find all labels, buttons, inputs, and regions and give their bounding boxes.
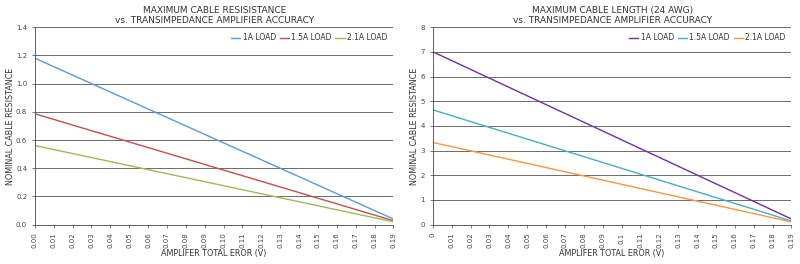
1.5A LOAD bbox=[250, 178, 259, 181]
2.1A LOAD bbox=[243, 189, 253, 192]
1.5A LOAD bbox=[31, 112, 41, 116]
Legend: 1A LOAD, 1.5A LOAD, 2.1A LOAD: 1A LOAD, 1.5A LOAD, 2.1A LOAD bbox=[627, 31, 788, 45]
1A LOAD bbox=[31, 57, 41, 60]
1A LOAD bbox=[642, 150, 651, 153]
Title: MAXIMUM CABLE RESISISTANCE
vs. TRANSIMPEDANCE AMPLIFIER ACCURACY: MAXIMUM CABLE RESISISTANCE vs. TRANSIMPE… bbox=[114, 6, 314, 25]
1.5A LOAD bbox=[332, 202, 342, 205]
2.1A LOAD bbox=[31, 144, 41, 147]
X-axis label: AMPLIFER TOTAL EROR (V): AMPLIFER TOTAL EROR (V) bbox=[162, 249, 267, 258]
1A LOAD bbox=[243, 152, 253, 155]
2.1A LOAD bbox=[642, 188, 651, 191]
1A LOAD bbox=[242, 152, 252, 155]
2.1A LOAD bbox=[332, 208, 342, 211]
X-axis label: AMPLIFER TOTAL EROR (V): AMPLIFER TOTAL EROR (V) bbox=[559, 249, 665, 258]
2.1A LOAD bbox=[355, 213, 365, 216]
2.1A LOAD bbox=[640, 188, 650, 191]
2.1A LOAD bbox=[428, 141, 438, 144]
1A LOAD bbox=[730, 191, 740, 194]
1.5A LOAD bbox=[640, 174, 650, 177]
Line: 1A LOAD: 1A LOAD bbox=[35, 58, 394, 219]
1A LOAD bbox=[753, 202, 762, 205]
1A LOAD bbox=[430, 51, 439, 54]
2.1A LOAD bbox=[786, 220, 796, 224]
1A LOAD bbox=[355, 202, 365, 206]
Y-axis label: NOMINAL CABLE RESISTANCE: NOMINAL CABLE RESISTANCE bbox=[6, 67, 14, 185]
Y-axis label: NOMINAL CABLE RESISTANCE: NOMINAL CABLE RESISTANCE bbox=[410, 67, 419, 185]
Line: 1A LOAD: 1A LOAD bbox=[433, 52, 791, 219]
2.1A LOAD bbox=[250, 191, 259, 194]
1A LOAD bbox=[389, 218, 398, 221]
2.1A LOAD bbox=[730, 208, 740, 211]
1.5A LOAD bbox=[647, 176, 657, 180]
1A LOAD bbox=[428, 50, 438, 53]
1.5A LOAD bbox=[355, 209, 365, 212]
2.1A LOAD bbox=[30, 144, 40, 147]
Line: 2.1A LOAD: 2.1A LOAD bbox=[433, 143, 791, 222]
1.5A LOAD bbox=[430, 109, 439, 112]
1A LOAD bbox=[332, 192, 342, 195]
2.1A LOAD bbox=[430, 141, 439, 144]
1A LOAD bbox=[250, 155, 259, 158]
Line: 2.1A LOAD: 2.1A LOAD bbox=[35, 145, 394, 222]
1.5A LOAD bbox=[428, 108, 438, 111]
1.5A LOAD bbox=[242, 176, 252, 179]
1A LOAD bbox=[786, 217, 796, 220]
1.5A LOAD bbox=[786, 219, 796, 223]
Line: 1.5A LOAD: 1.5A LOAD bbox=[35, 114, 394, 221]
1.5A LOAD bbox=[243, 176, 253, 179]
1.5A LOAD bbox=[642, 175, 651, 178]
1.5A LOAD bbox=[753, 209, 762, 212]
2.1A LOAD bbox=[753, 213, 762, 216]
2.1A LOAD bbox=[242, 189, 252, 192]
Line: 1.5A LOAD: 1.5A LOAD bbox=[433, 110, 791, 221]
1.5A LOAD bbox=[730, 202, 740, 205]
1A LOAD bbox=[647, 153, 657, 156]
1.5A LOAD bbox=[30, 112, 40, 115]
Title: MAXIMUM CABLE LENGTH (24 AWG)
vs. TRANSIMPEDANCE AMPLIFIER ACCURACY: MAXIMUM CABLE LENGTH (24 AWG) vs. TRANSI… bbox=[513, 6, 712, 25]
1A LOAD bbox=[30, 56, 40, 60]
1A LOAD bbox=[640, 149, 650, 152]
1.5A LOAD bbox=[389, 219, 398, 222]
Legend: 1A LOAD, 1.5A LOAD, 2.1A LOAD: 1A LOAD, 1.5A LOAD, 2.1A LOAD bbox=[229, 31, 390, 45]
2.1A LOAD bbox=[647, 190, 657, 193]
2.1A LOAD bbox=[389, 220, 398, 223]
